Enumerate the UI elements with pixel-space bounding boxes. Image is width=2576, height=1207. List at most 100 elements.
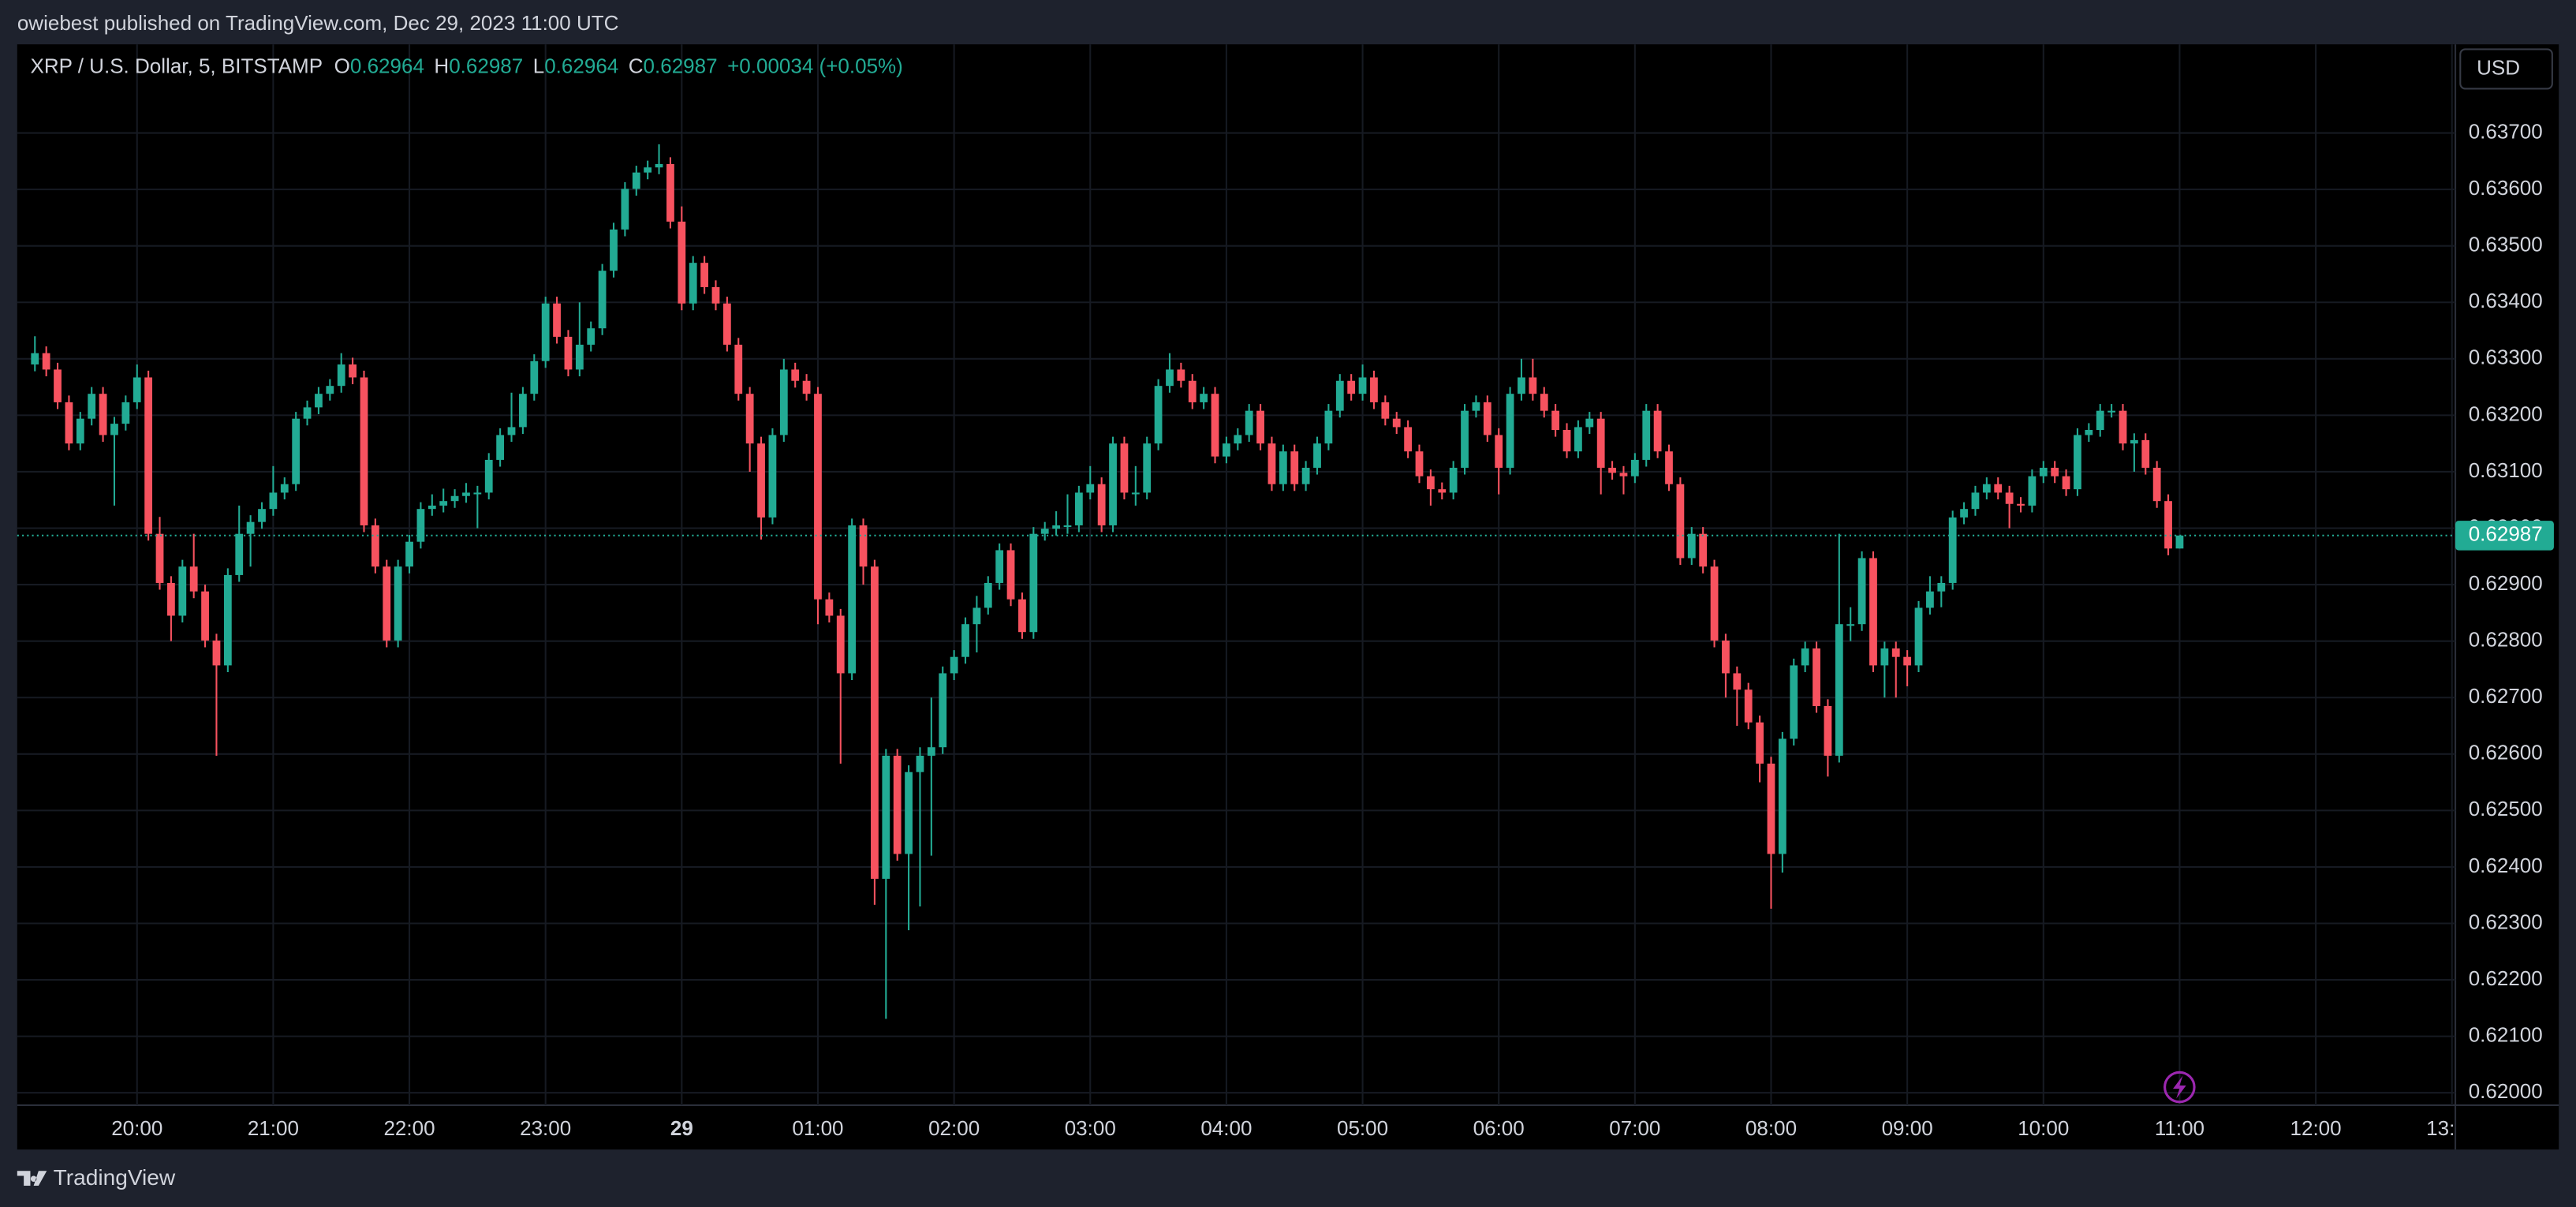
candle-body bbox=[1472, 402, 1480, 411]
candle-body bbox=[383, 566, 391, 641]
y-tick-label: 0.62200 bbox=[2469, 966, 2543, 990]
candle-body bbox=[1574, 427, 1582, 452]
x-tick-label: 08:00 bbox=[1745, 1116, 1797, 1140]
candle-body bbox=[575, 344, 584, 370]
candle-body bbox=[1200, 394, 1208, 402]
candle-body bbox=[1744, 689, 1753, 723]
ohlc-key: O bbox=[334, 54, 350, 77]
candle-body bbox=[1438, 489, 1447, 493]
candle-body bbox=[1699, 533, 1708, 567]
x-tick-label: 03:00 bbox=[1065, 1116, 1116, 1140]
candle-body bbox=[1335, 380, 1344, 411]
candle-body bbox=[473, 492, 482, 495]
candle-body bbox=[246, 521, 255, 534]
event-icon[interactable] bbox=[2163, 1071, 2196, 1104]
brand-name: TradingView bbox=[54, 1165, 176, 1190]
x-tick-label: 29 bbox=[670, 1116, 693, 1140]
candle-body bbox=[1052, 525, 1060, 529]
candle-body bbox=[1461, 410, 1469, 468]
candle-body bbox=[1994, 484, 2003, 493]
candle-body bbox=[768, 435, 777, 518]
candle-body bbox=[1880, 648, 1889, 666]
candle-body bbox=[530, 361, 539, 394]
candle-body bbox=[269, 492, 278, 510]
candle-body bbox=[462, 492, 470, 496]
x-tick-label: 11:00 bbox=[2155, 1116, 2205, 1140]
candle-body bbox=[2005, 492, 2014, 504]
candle-body bbox=[496, 435, 505, 460]
candle-body bbox=[1063, 525, 1072, 528]
candle-body bbox=[1029, 533, 1038, 633]
candle-body bbox=[882, 755, 890, 879]
candle-body bbox=[1903, 656, 1912, 666]
candle-body bbox=[927, 747, 935, 756]
candle-body bbox=[1109, 443, 1117, 525]
candle-body bbox=[939, 673, 947, 748]
candle-body bbox=[553, 303, 561, 337]
candle-body bbox=[223, 574, 232, 666]
candle-body bbox=[905, 772, 913, 854]
y-tick-label: 0.62500 bbox=[2469, 797, 2543, 820]
x-tick-label: 12:00 bbox=[2290, 1116, 2342, 1140]
candle-body bbox=[1290, 451, 1299, 484]
y-tick-label: 0.62300 bbox=[2469, 910, 2543, 933]
candle-body bbox=[360, 377, 368, 525]
candle-body bbox=[1551, 410, 1560, 431]
candle-body bbox=[1074, 492, 1083, 525]
y-tick-label: 0.63700 bbox=[2469, 119, 2543, 143]
candle-body bbox=[1948, 517, 1957, 583]
candle-body bbox=[1415, 451, 1424, 476]
candle-body bbox=[1483, 402, 1491, 435]
candle-body bbox=[734, 344, 743, 394]
candle-body bbox=[1982, 484, 1991, 493]
candle-body bbox=[405, 541, 413, 567]
candle-body bbox=[2107, 410, 2116, 413]
candle-body bbox=[722, 303, 731, 345]
candle-body bbox=[1097, 484, 1106, 525]
chart-pane bbox=[17, 44, 2559, 1150]
y-tick-label: 0.62100 bbox=[2469, 1023, 2543, 1047]
y-tick-label: 0.63100 bbox=[2469, 458, 2543, 482]
publish-note: owiebest published on TradingView.com, D… bbox=[17, 11, 619, 35]
candle-body bbox=[349, 364, 357, 378]
candle-body bbox=[1506, 394, 1514, 468]
candle-body bbox=[1518, 377, 1525, 394]
candle-body bbox=[99, 394, 107, 435]
candle-body bbox=[201, 591, 209, 641]
candle-body bbox=[632, 172, 640, 189]
candle-body bbox=[167, 582, 175, 616]
ohlc-key: L bbox=[533, 54, 544, 77]
candle-body bbox=[1857, 558, 1866, 625]
candle-body bbox=[1971, 492, 1980, 510]
candle-body bbox=[292, 418, 301, 484]
candle-body bbox=[916, 755, 924, 772]
candle-body bbox=[984, 582, 992, 608]
currency-label[interactable]: USD bbox=[2477, 55, 2520, 79]
candle-body bbox=[1267, 443, 1276, 484]
y-tick-label: 0.62800 bbox=[2469, 628, 2543, 652]
x-tick-label: 22:00 bbox=[383, 1116, 435, 1140]
candle-body bbox=[802, 380, 811, 394]
candle-body bbox=[178, 566, 187, 616]
candle-body bbox=[2062, 476, 2070, 490]
candle-body bbox=[258, 509, 266, 522]
candle-body bbox=[326, 386, 334, 394]
candle-body bbox=[110, 424, 118, 435]
candles bbox=[31, 144, 2184, 1019]
candle-body bbox=[1188, 380, 1197, 402]
candle-body bbox=[2028, 476, 2037, 506]
candle-body bbox=[1891, 648, 1900, 657]
currency-button[interactable] bbox=[2459, 48, 2553, 90]
axes: 0.62000 0.62100 0.62200 0.62300 0.62400 0.625… bbox=[17, 119, 2554, 1140]
x-tick-label: 13:00 bbox=[2426, 1116, 2477, 1140]
candle-body bbox=[1495, 435, 1503, 468]
grid bbox=[17, 44, 2456, 1105]
candle-body bbox=[791, 369, 800, 381]
candle-body bbox=[65, 402, 73, 444]
candle-body bbox=[1313, 443, 1321, 468]
candle-body bbox=[54, 369, 62, 402]
ohlc-value: 0.62987 bbox=[644, 54, 718, 77]
candle-body bbox=[1790, 665, 1798, 739]
candle-body bbox=[621, 189, 629, 230]
candle-body bbox=[2039, 467, 2048, 476]
